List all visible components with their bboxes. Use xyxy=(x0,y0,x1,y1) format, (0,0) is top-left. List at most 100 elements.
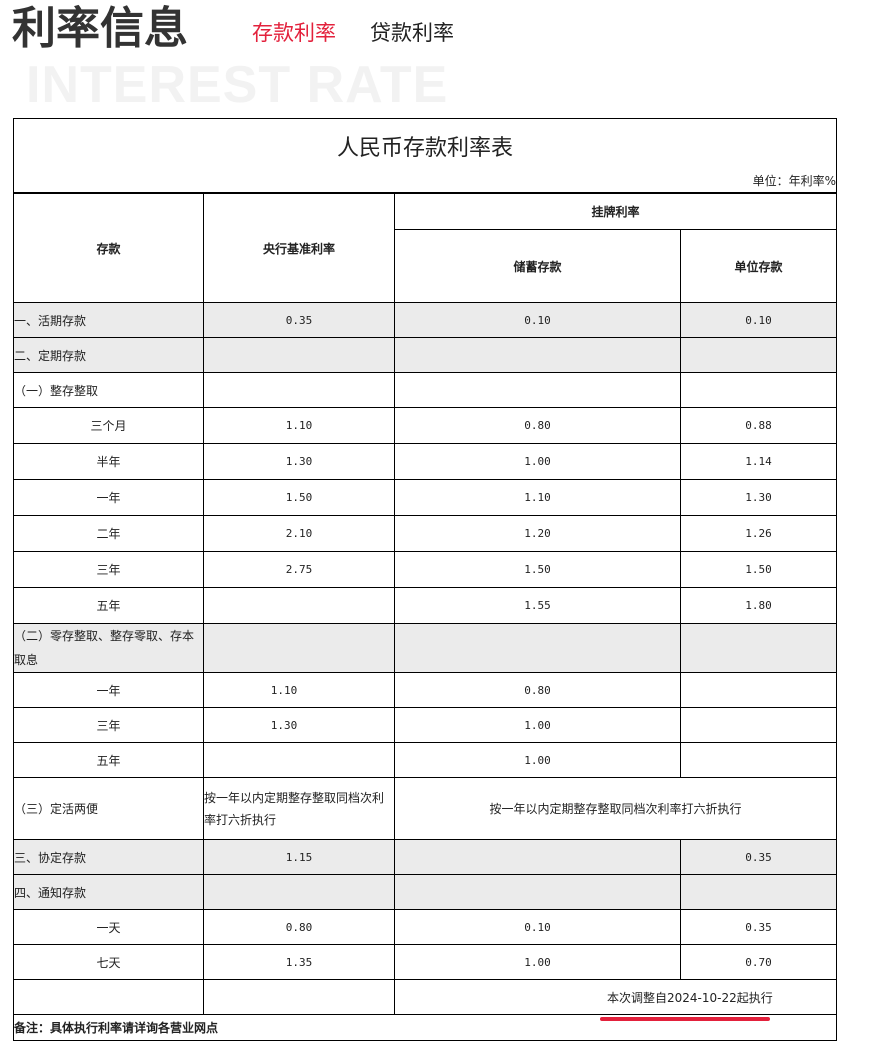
savings-rate-cell: 1.50 xyxy=(394,551,681,588)
table-row: 三、协定存款 1.15 0.35 xyxy=(13,839,837,875)
table-row: 一、活期存款 0.35 0.10 0.10 xyxy=(13,302,837,338)
savings-rate-cell: 1.10 xyxy=(394,479,681,516)
base-rate-cell xyxy=(203,874,395,910)
savings-rate-cell xyxy=(394,839,681,875)
table-row: 七天 1.35 1.00 0.70 xyxy=(13,944,837,980)
merged-rate-cell: 按一年以内定期整存整取同档次利率打六折执行 xyxy=(394,777,837,840)
page-title: 利率信息 xyxy=(12,3,188,54)
unit-label: 单位：年利率% xyxy=(752,174,836,188)
row-label: 三、协定存款 xyxy=(13,839,204,875)
row-label: 四、通知存款 xyxy=(13,874,204,910)
savings-rate-cell xyxy=(394,874,681,910)
row-label: 半年 xyxy=(13,443,204,480)
header-listed-rate: 挂牌利率 xyxy=(394,193,837,230)
page-header: INTEREST RATE 利率信息 存款利率 贷款利率 xyxy=(12,4,872,114)
savings-rate-cell: 0.80 xyxy=(394,407,681,444)
row-label: 一、活期存款 xyxy=(13,302,204,338)
table-row: 四、通知存款 xyxy=(13,874,837,910)
row-label: 三个月 xyxy=(13,407,204,444)
base-rate-cell: 1.30 xyxy=(203,443,395,480)
table-row: 半年 1.30 1.00 1.14 xyxy=(13,443,837,480)
row-label: （三）定活两便 xyxy=(13,777,204,840)
savings-rate-cell xyxy=(394,623,681,673)
row-label: 二年 xyxy=(13,515,204,552)
header-base-rate: 央行基准利率 xyxy=(203,193,395,303)
base-rate-cell xyxy=(203,742,395,778)
savings-rate-cell: 1.55 xyxy=(394,587,681,624)
corporate-rate-cell xyxy=(680,874,837,910)
effective-note-cell: 本次调整自2024-10-22起执行 xyxy=(394,979,837,1021)
corporate-rate-cell xyxy=(680,337,837,373)
base-rate-cell: 1.30 xyxy=(203,707,395,743)
corporate-rate-cell: 0.70 xyxy=(680,944,837,980)
base-rate-cell: 1.15 xyxy=(203,839,395,875)
corporate-rate-cell xyxy=(680,742,837,778)
corporate-rate-cell xyxy=(680,372,837,408)
corporate-rate-cell: 1.80 xyxy=(680,587,837,624)
caption-cell: 人民币存款利率表 单位：年利率% xyxy=(13,118,837,194)
table-caption: 人民币存款利率表 单位：年利率% xyxy=(14,119,836,193)
row-label: 一年 xyxy=(13,672,204,708)
row-label: 一天 xyxy=(13,909,204,945)
row-label: 三年 xyxy=(13,551,204,588)
table-row: 一天 0.80 0.10 0.35 xyxy=(13,909,837,945)
savings-rate-cell: 1.00 xyxy=(394,944,681,980)
table-row: 二年 2.10 1.20 1.26 xyxy=(13,515,837,552)
corporate-rate-cell: 0.35 xyxy=(680,839,837,875)
table-row: 五年 1.00 xyxy=(13,742,837,778)
row-label: 二、定期存款 xyxy=(13,337,204,373)
corporate-rate-cell: 1.50 xyxy=(680,551,837,588)
savings-rate-cell: 0.80 xyxy=(394,672,681,708)
corporate-rate-cell xyxy=(680,707,837,743)
corporate-rate-cell: 1.30 xyxy=(680,479,837,516)
empty-cell xyxy=(203,979,395,1015)
base-rate-cell: 0.35 xyxy=(203,302,395,338)
table-row: 一年 1.10 0.80 xyxy=(13,672,837,708)
tab-deposit-rate[interactable]: 存款利率 xyxy=(252,21,336,45)
remark: 备注：具体执行利率请详询各营业网点 xyxy=(13,1014,837,1041)
row-label: 五年 xyxy=(13,742,204,778)
savings-rate-cell: 1.00 xyxy=(394,443,681,480)
tab-loan-rate[interactable]: 贷款利率 xyxy=(370,21,454,45)
savings-rate-cell: 1.00 xyxy=(394,707,681,743)
header-deposit: 存款 xyxy=(13,193,204,303)
corporate-rate-cell: 0.88 xyxy=(680,407,837,444)
base-rate-cell: 2.75 xyxy=(203,551,395,588)
empty-cell xyxy=(13,979,204,1015)
base-rate-cell xyxy=(203,623,395,673)
row-label: （二）零存整取、整存零取、存本取息 xyxy=(13,623,204,673)
base-rate-cell: 0.80 xyxy=(203,909,395,945)
watermark: INTEREST RATE xyxy=(26,56,449,114)
table-row: 五年 1.55 1.80 xyxy=(13,587,837,624)
base-rate-cell: 1.10 xyxy=(203,407,395,444)
savings-rate-cell: 1.00 xyxy=(394,742,681,778)
base-rate-cell: 1.35 xyxy=(203,944,395,980)
effective-date-note: 本次调整自2024-10-22起执行 xyxy=(395,989,836,1021)
base-rate-cell xyxy=(203,587,395,624)
base-rate-cell: 2.10 xyxy=(203,515,395,552)
savings-rate-cell: 0.10 xyxy=(394,302,681,338)
header-corporate: 单位存款 xyxy=(680,229,837,303)
base-rate-cell: 1.10 xyxy=(203,672,395,708)
corporate-rate-cell: 1.26 xyxy=(680,515,837,552)
savings-rate-cell xyxy=(394,337,681,373)
corporate-rate-cell xyxy=(680,672,837,708)
deposit-rate-table: 人民币存款利率表 单位：年利率% 存款 央行基准利率 挂牌利率 储蓄存款 单位存… xyxy=(13,118,837,1041)
table-row: 三年 2.75 1.50 1.50 xyxy=(13,551,837,588)
table-row: （二）零存整取、整存零取、存本取息 xyxy=(13,623,837,673)
row-label: （一）整存整取 xyxy=(13,372,204,408)
row-label: 七天 xyxy=(13,944,204,980)
header-savings: 储蓄存款 xyxy=(394,229,681,303)
base-rate-cell: 1.50 xyxy=(203,479,395,516)
table-row: （一）整存整取 xyxy=(13,372,837,408)
effective-date-text: 本次调整自2024-10-22起执行 xyxy=(607,990,773,1005)
row-label: 一年 xyxy=(13,479,204,516)
savings-rate-cell: 0.10 xyxy=(394,909,681,945)
savings-rate-cell: 1.20 xyxy=(394,515,681,552)
corporate-rate-cell: 1.14 xyxy=(680,443,837,480)
red-underline-mark xyxy=(600,1016,770,1021)
table-title: 人民币存款利率表 xyxy=(336,136,513,161)
savings-rate-cell xyxy=(394,372,681,408)
base-rate-cell xyxy=(203,372,395,408)
base-rate-cell xyxy=(203,337,395,373)
